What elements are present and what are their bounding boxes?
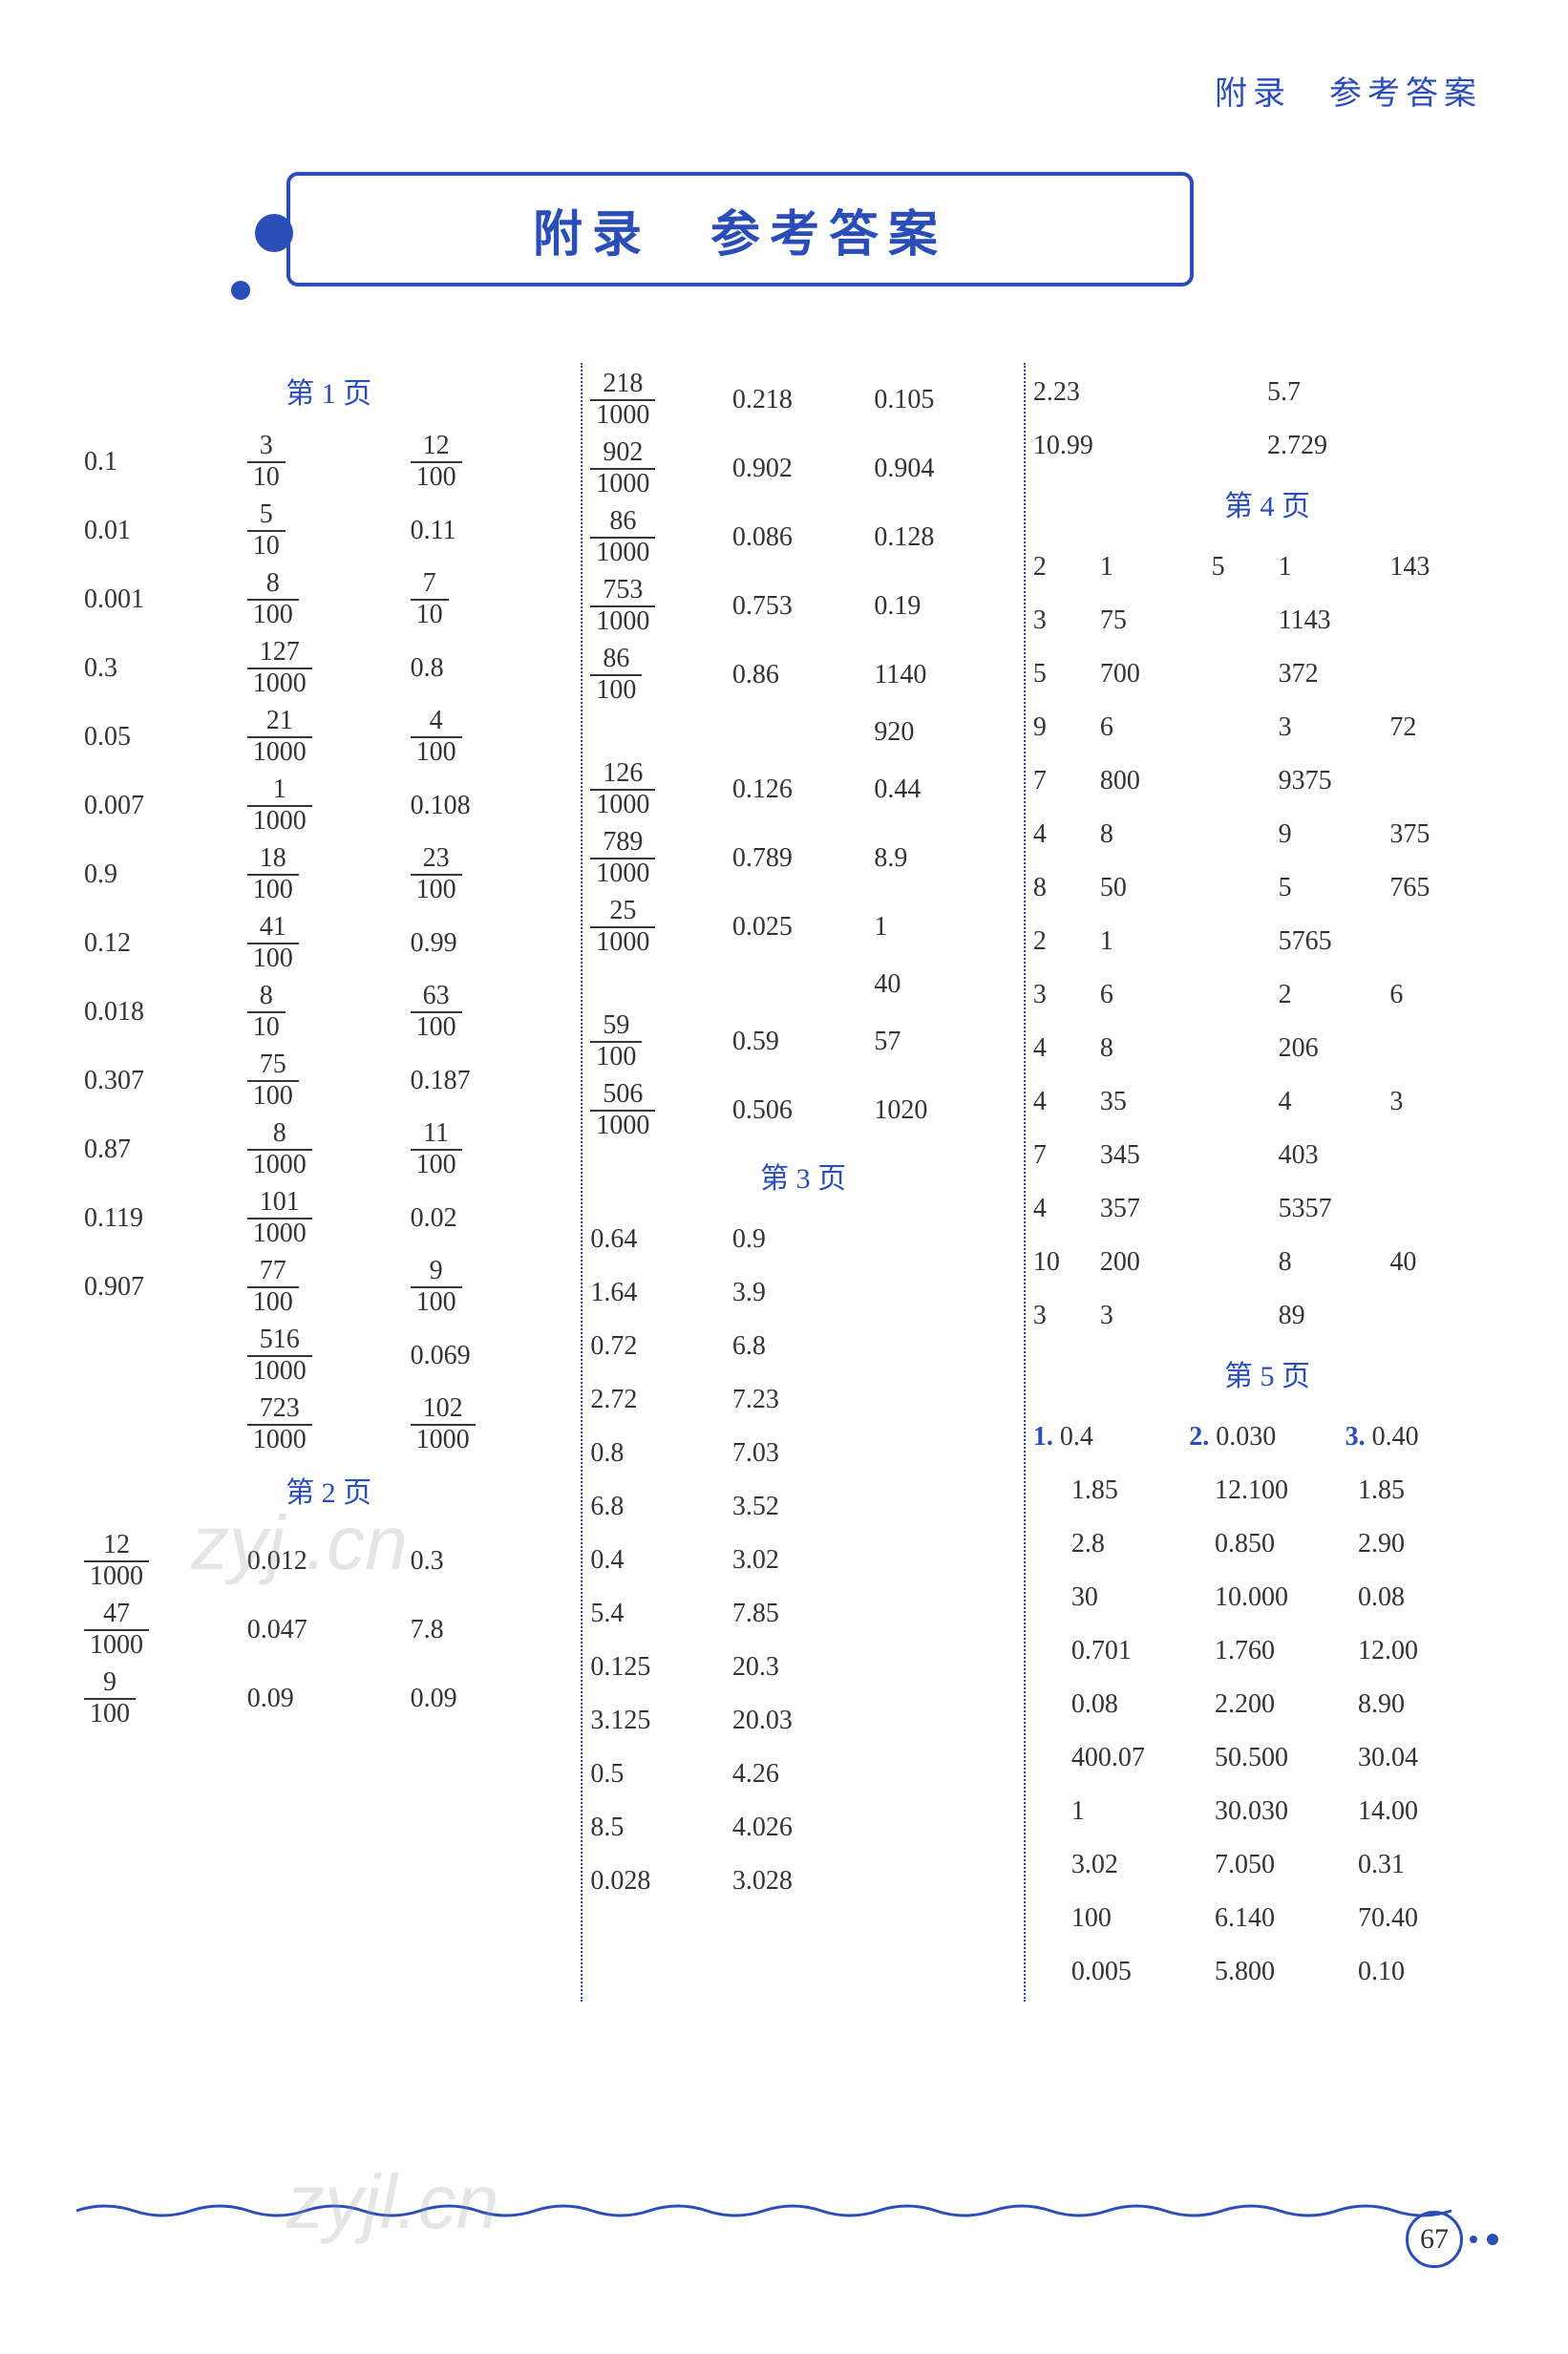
answer-row: 0.878100011100 bbox=[84, 1118, 573, 1181]
answer-row: 1.8512.1001.85 bbox=[1033, 1467, 1501, 1515]
column-2: 21810000.2180.105 90210000.9020.904 8610… bbox=[583, 363, 1026, 2002]
answer-row: 3.027.0500.31 bbox=[1033, 1841, 1501, 1889]
answer-row: 0.640.9 bbox=[590, 1216, 1016, 1263]
answer-row: 0.0055.8000.10 bbox=[1033, 1948, 1501, 1996]
answer-row: 2.235.7 bbox=[1033, 369, 1501, 416]
answer-row: 0.12411000.99 bbox=[84, 912, 573, 975]
answer-row: 40 bbox=[590, 965, 1016, 1005]
answer-row: 43543 bbox=[1033, 1078, 1501, 1126]
page-heading-5: 第 5 页 bbox=[1033, 1346, 1501, 1408]
answer-row: 0.11910110000.02 bbox=[84, 1187, 573, 1250]
answer-row: 0.052110004100 bbox=[84, 706, 573, 769]
answer-row: 591000.5957 bbox=[590, 1010, 1016, 1073]
header-label: 附录 参考答案 bbox=[1215, 67, 1482, 114]
answer-row: 1.643.9 bbox=[590, 1269, 1016, 1317]
answer-row: 2.80.8502.90 bbox=[1033, 1520, 1501, 1568]
answer-row: 72310001021000 bbox=[84, 1393, 573, 1456]
watermark-2: zyjl.cn bbox=[286, 2158, 498, 2246]
answer-row: 8610000.0860.128 bbox=[590, 506, 1016, 569]
answer-row: 12610000.1260.44 bbox=[590, 758, 1016, 821]
answer-row: 0.7011.76012.00 bbox=[1033, 1627, 1501, 1675]
answer-row: 78910000.7898.9 bbox=[590, 827, 1016, 890]
answer-row: 50610000.5061020 bbox=[590, 1079, 1016, 1142]
answer-row: 91000.090.09 bbox=[84, 1667, 573, 1730]
answer-row: 0.91810023100 bbox=[84, 843, 573, 906]
answer-row: 6.83.52 bbox=[590, 1483, 1016, 1531]
answer-row: 0.01881063100 bbox=[84, 981, 573, 1044]
title-banner: 附录 参考答案 bbox=[286, 172, 1194, 286]
answer-row: 5.47.85 bbox=[590, 1590, 1016, 1638]
column-1: 第 1 页 0.131012100 0.015100.11 0.00181007… bbox=[76, 363, 583, 2002]
page-heading-1: 第 1 页 bbox=[84, 363, 573, 425]
answer-row: 400.0750.50030.04 bbox=[1033, 1734, 1501, 1782]
wave-divider bbox=[76, 2201, 1461, 2220]
answer-row: 0.43.02 bbox=[590, 1537, 1016, 1584]
answer-row: 920 bbox=[590, 712, 1016, 753]
answer-row: 0.907771009100 bbox=[84, 1256, 573, 1319]
answer-row: 8505765 bbox=[1033, 864, 1501, 912]
answer-row: 96372 bbox=[1033, 704, 1501, 752]
answer-row: 10.992.729 bbox=[1033, 422, 1501, 470]
answer-row: 8.54.026 bbox=[590, 1804, 1016, 1852]
answer-row: 90210000.9020.904 bbox=[590, 437, 1016, 500]
answer-row: 3.12520.03 bbox=[590, 1697, 1016, 1745]
answer-row: 2.727.23 bbox=[590, 1376, 1016, 1424]
answer-row: 489375 bbox=[1033, 811, 1501, 859]
title-text: 附录 参考答案 bbox=[533, 194, 947, 265]
answer-row: 48206 bbox=[1033, 1025, 1501, 1072]
answer-row: 0.87.03 bbox=[590, 1430, 1016, 1477]
answer-row: 861000.861140 bbox=[590, 644, 1016, 707]
answer-row: 0.307751000.187 bbox=[84, 1050, 573, 1113]
answer-row: 78009375 bbox=[1033, 757, 1501, 805]
answer-row: 5700372 bbox=[1033, 650, 1501, 698]
answer-row: 0.12520.3 bbox=[590, 1644, 1016, 1691]
answer-row: 0.015100.11 bbox=[84, 499, 573, 562]
answer-row: 0.131012100 bbox=[84, 431, 573, 494]
answer-row: 4710000.0477.8 bbox=[84, 1599, 573, 1662]
page-heading-4: 第 4 页 bbox=[1033, 476, 1501, 538]
watermark-1: zyj .cn bbox=[191, 1499, 408, 1587]
column-3: 2.235.7 10.992.729 第 4 页 2151143 3751143… bbox=[1026, 363, 1509, 2002]
answer-row: 0.726.8 bbox=[590, 1323, 1016, 1370]
answer-row: 0.312710000.8 bbox=[84, 637, 573, 700]
answer-row: 7345403 bbox=[1033, 1132, 1501, 1179]
answer-row: 215765 bbox=[1033, 918, 1501, 965]
answer-row: 3626 bbox=[1033, 971, 1501, 1019]
answer-row: 0.54.26 bbox=[590, 1750, 1016, 1798]
answer-row: 0.0018100710 bbox=[84, 568, 573, 631]
answer-row: 2151143 bbox=[1033, 543, 1501, 591]
answer-row: 0.082.2008.90 bbox=[1033, 1681, 1501, 1728]
answer-row: 43575357 bbox=[1033, 1185, 1501, 1233]
answer-row: 1006.14070.40 bbox=[1033, 1895, 1501, 1942]
answer-row: 3010.0000.08 bbox=[1033, 1574, 1501, 1622]
page-number: 67 bbox=[1406, 2211, 1463, 2268]
answer-row: 10200840 bbox=[1033, 1239, 1501, 1286]
answer-row: 3389 bbox=[1033, 1292, 1501, 1340]
answer-row: 51610000.069 bbox=[84, 1325, 573, 1388]
answer-row: 130.03014.00 bbox=[1033, 1788, 1501, 1835]
answer-row: 21810000.2180.105 bbox=[590, 369, 1016, 432]
answer-row: 0.007110000.108 bbox=[84, 774, 573, 838]
answer-row: 3751143 bbox=[1033, 597, 1501, 645]
answer-row: 2510000.0251 bbox=[590, 896, 1016, 959]
answer-content: 第 1 页 0.131012100 0.015100.11 0.00181007… bbox=[76, 363, 1509, 2002]
page-heading-3: 第 3 页 bbox=[590, 1148, 1016, 1210]
answer-row: 75310000.7530.19 bbox=[590, 575, 1016, 638]
answer-row: 0.0283.028 bbox=[590, 1857, 1016, 1905]
